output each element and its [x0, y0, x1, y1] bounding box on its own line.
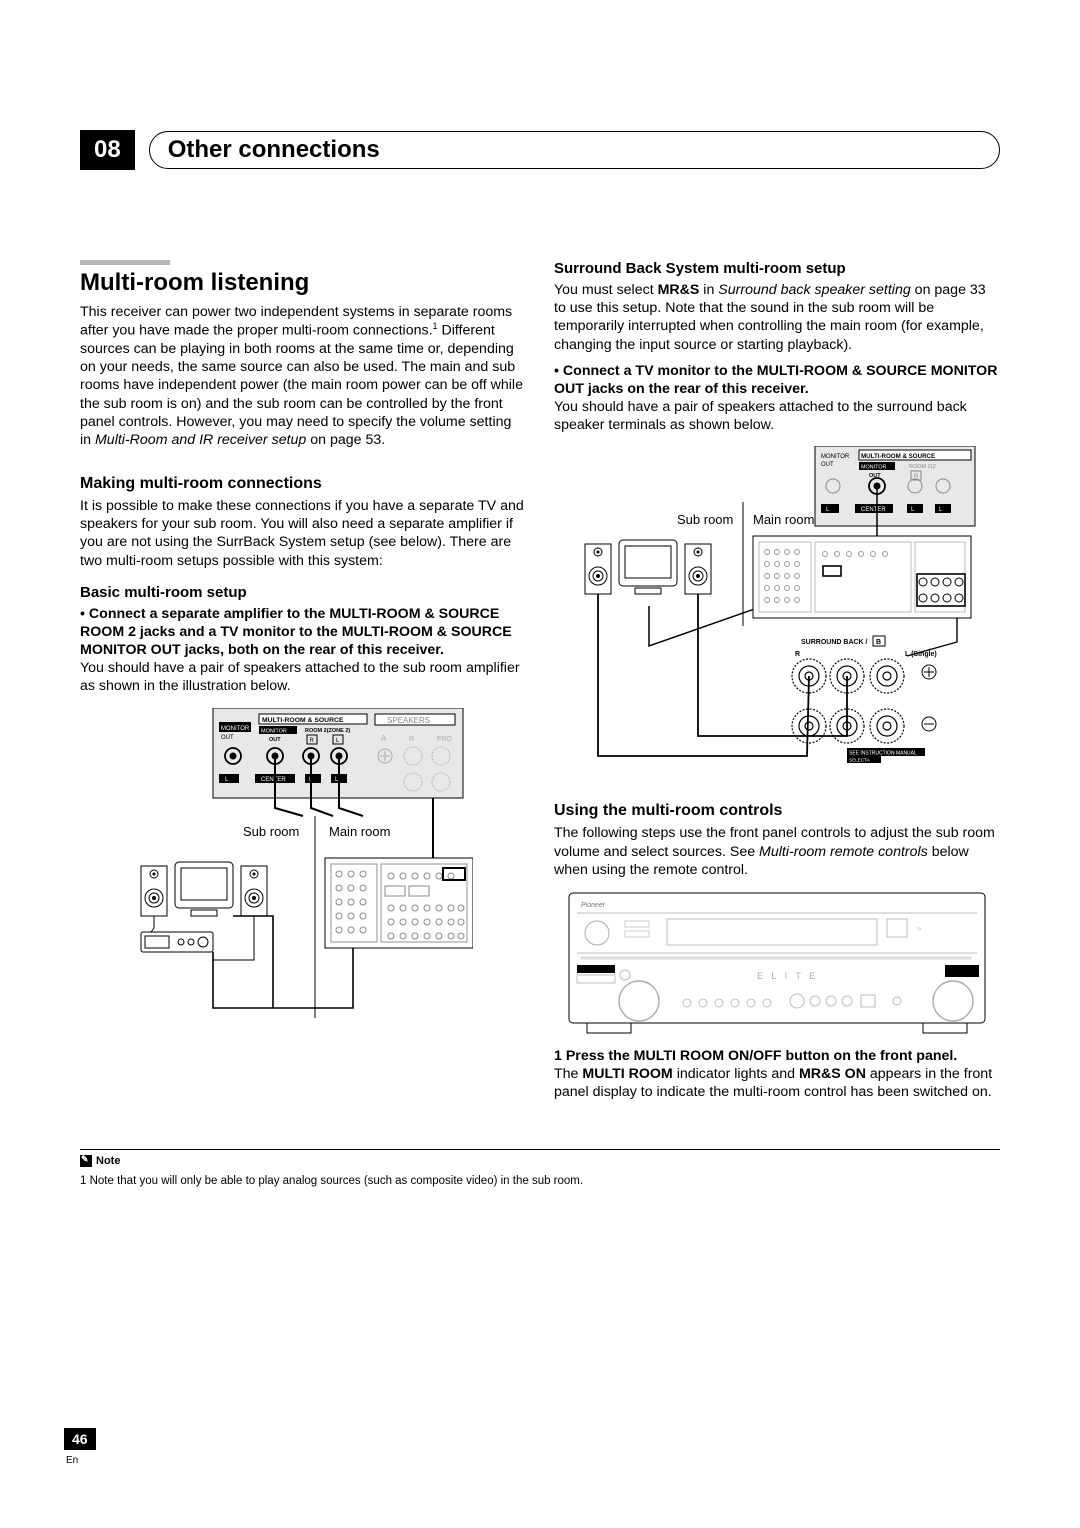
svg-text:OUT: OUT	[221, 735, 234, 741]
basic-multiroom-diagram: MONITOR OUT OUT MULTI-ROOM & SOURCE MONI…	[80, 708, 526, 1028]
right-column: Surround Back System multi-room setup Yo…	[554, 260, 1000, 1101]
svg-text:SEE INSTRUCTION MANUAL: SEE INSTRUCTION MANUAL	[849, 751, 917, 757]
svg-text:R: R	[409, 736, 414, 743]
svg-text:Main room: Main room	[753, 512, 814, 527]
body-paragraph: You must select MR&S in Surround back sp…	[554, 281, 1000, 354]
subsection-heading: Making multi-room connections	[80, 475, 526, 493]
svg-text:CENTER: CENTER	[261, 777, 286, 783]
section-accent-bar	[80, 260, 170, 265]
svg-text:E L I T E: E L I T E	[757, 971, 818, 981]
body-paragraph: You should have a pair of speakers attac…	[80, 659, 526, 695]
surround-back-diagram: MONITOR OUT MULTI-ROOM & SOURCE MONITOR …	[554, 446, 1000, 776]
sub-subsection-heading: Basic multi-room setup	[80, 584, 526, 601]
svg-text:»: »	[917, 924, 922, 933]
body-paragraph: You should have a pair of speakers attac…	[554, 398, 1000, 434]
page-language: En	[66, 1455, 78, 1466]
svg-text:SELECTA: SELECTA	[849, 758, 871, 763]
svg-text:MONITOR OUT: MONITOR OUT	[221, 726, 264, 732]
body-paragraph: This receiver can power two independent …	[80, 303, 526, 449]
svg-text:R: R	[310, 738, 315, 744]
sub-subsection-heading: Surround Back System multi-room setup	[554, 260, 1000, 277]
svg-text:SPEAKERS: SPEAKERS	[387, 716, 430, 725]
chapter-header: 08 Other connections	[80, 130, 1000, 170]
chapter-title: Other connections	[149, 131, 1000, 169]
svg-text:Main room: Main room	[329, 824, 390, 839]
svg-text:Sub room: Sub room	[677, 512, 733, 527]
page-number: 46	[64, 1428, 96, 1450]
svg-text:MONITOR: MONITOR	[261, 728, 287, 734]
svg-text:MULTI-ROOM & SOURCE: MULTI-ROOM & SOURCE	[861, 453, 935, 460]
footnote-section: Note 1 Note that you will only be able t…	[80, 1149, 1000, 1189]
svg-text:OUT: OUT	[269, 737, 281, 743]
svg-text:Sub room: Sub room	[243, 824, 299, 839]
svg-text:A: A	[381, 734, 387, 743]
svg-text:ROOM 2(Z: ROOM 2(Z	[909, 464, 937, 470]
front-panel-diagram: Pioneer »	[554, 891, 1000, 1039]
svg-text:OUT: OUT	[821, 462, 834, 468]
svg-text:ROOM 2(ZONE 2): ROOM 2(ZONE 2)	[305, 728, 350, 734]
svg-text:B: B	[876, 639, 881, 646]
body-paragraph: The following steps use the front panel …	[554, 824, 1000, 879]
svg-text:FRO: FRO	[437, 736, 452, 743]
body-paragraph: It is possible to make these connections…	[80, 497, 526, 570]
note-label: Note	[80, 1155, 120, 1167]
svg-text:CENTER: CENTER	[861, 507, 886, 513]
footnote-text: 1 Note that you will only be able to pla…	[80, 1174, 1000, 1189]
instruction-bullet: • Connect a TV monitor to the MULTI-ROOM…	[554, 362, 1000, 398]
subsection-heading: Using the multi-room controls	[554, 802, 1000, 820]
chapter-number-badge: 08	[80, 130, 135, 170]
svg-text:MONITOR: MONITOR	[861, 465, 886, 471]
left-column: Multi-room listening This receiver can p…	[80, 260, 526, 1101]
svg-text:MULTI-ROOM & SOURCE: MULTI-ROOM & SOURCE	[262, 717, 344, 724]
body-paragraph: The MULTI ROOM indicator lights and MR&S…	[554, 1065, 1000, 1101]
step-instruction: 1 Press the MULTI ROOM ON/OFF button on …	[554, 1047, 1000, 1065]
note-icon	[80, 1155, 92, 1167]
svg-text:MONITOR: MONITOR	[821, 454, 850, 460]
svg-text:R: R	[795, 651, 800, 658]
svg-text:SURROUND BACK /: SURROUND BACK /	[801, 639, 868, 646]
svg-text:Pioneer: Pioneer	[581, 902, 606, 909]
section-heading: Multi-room listening	[80, 269, 526, 297]
instruction-bullet: • Connect a separate amplifier to the MU…	[80, 605, 526, 660]
